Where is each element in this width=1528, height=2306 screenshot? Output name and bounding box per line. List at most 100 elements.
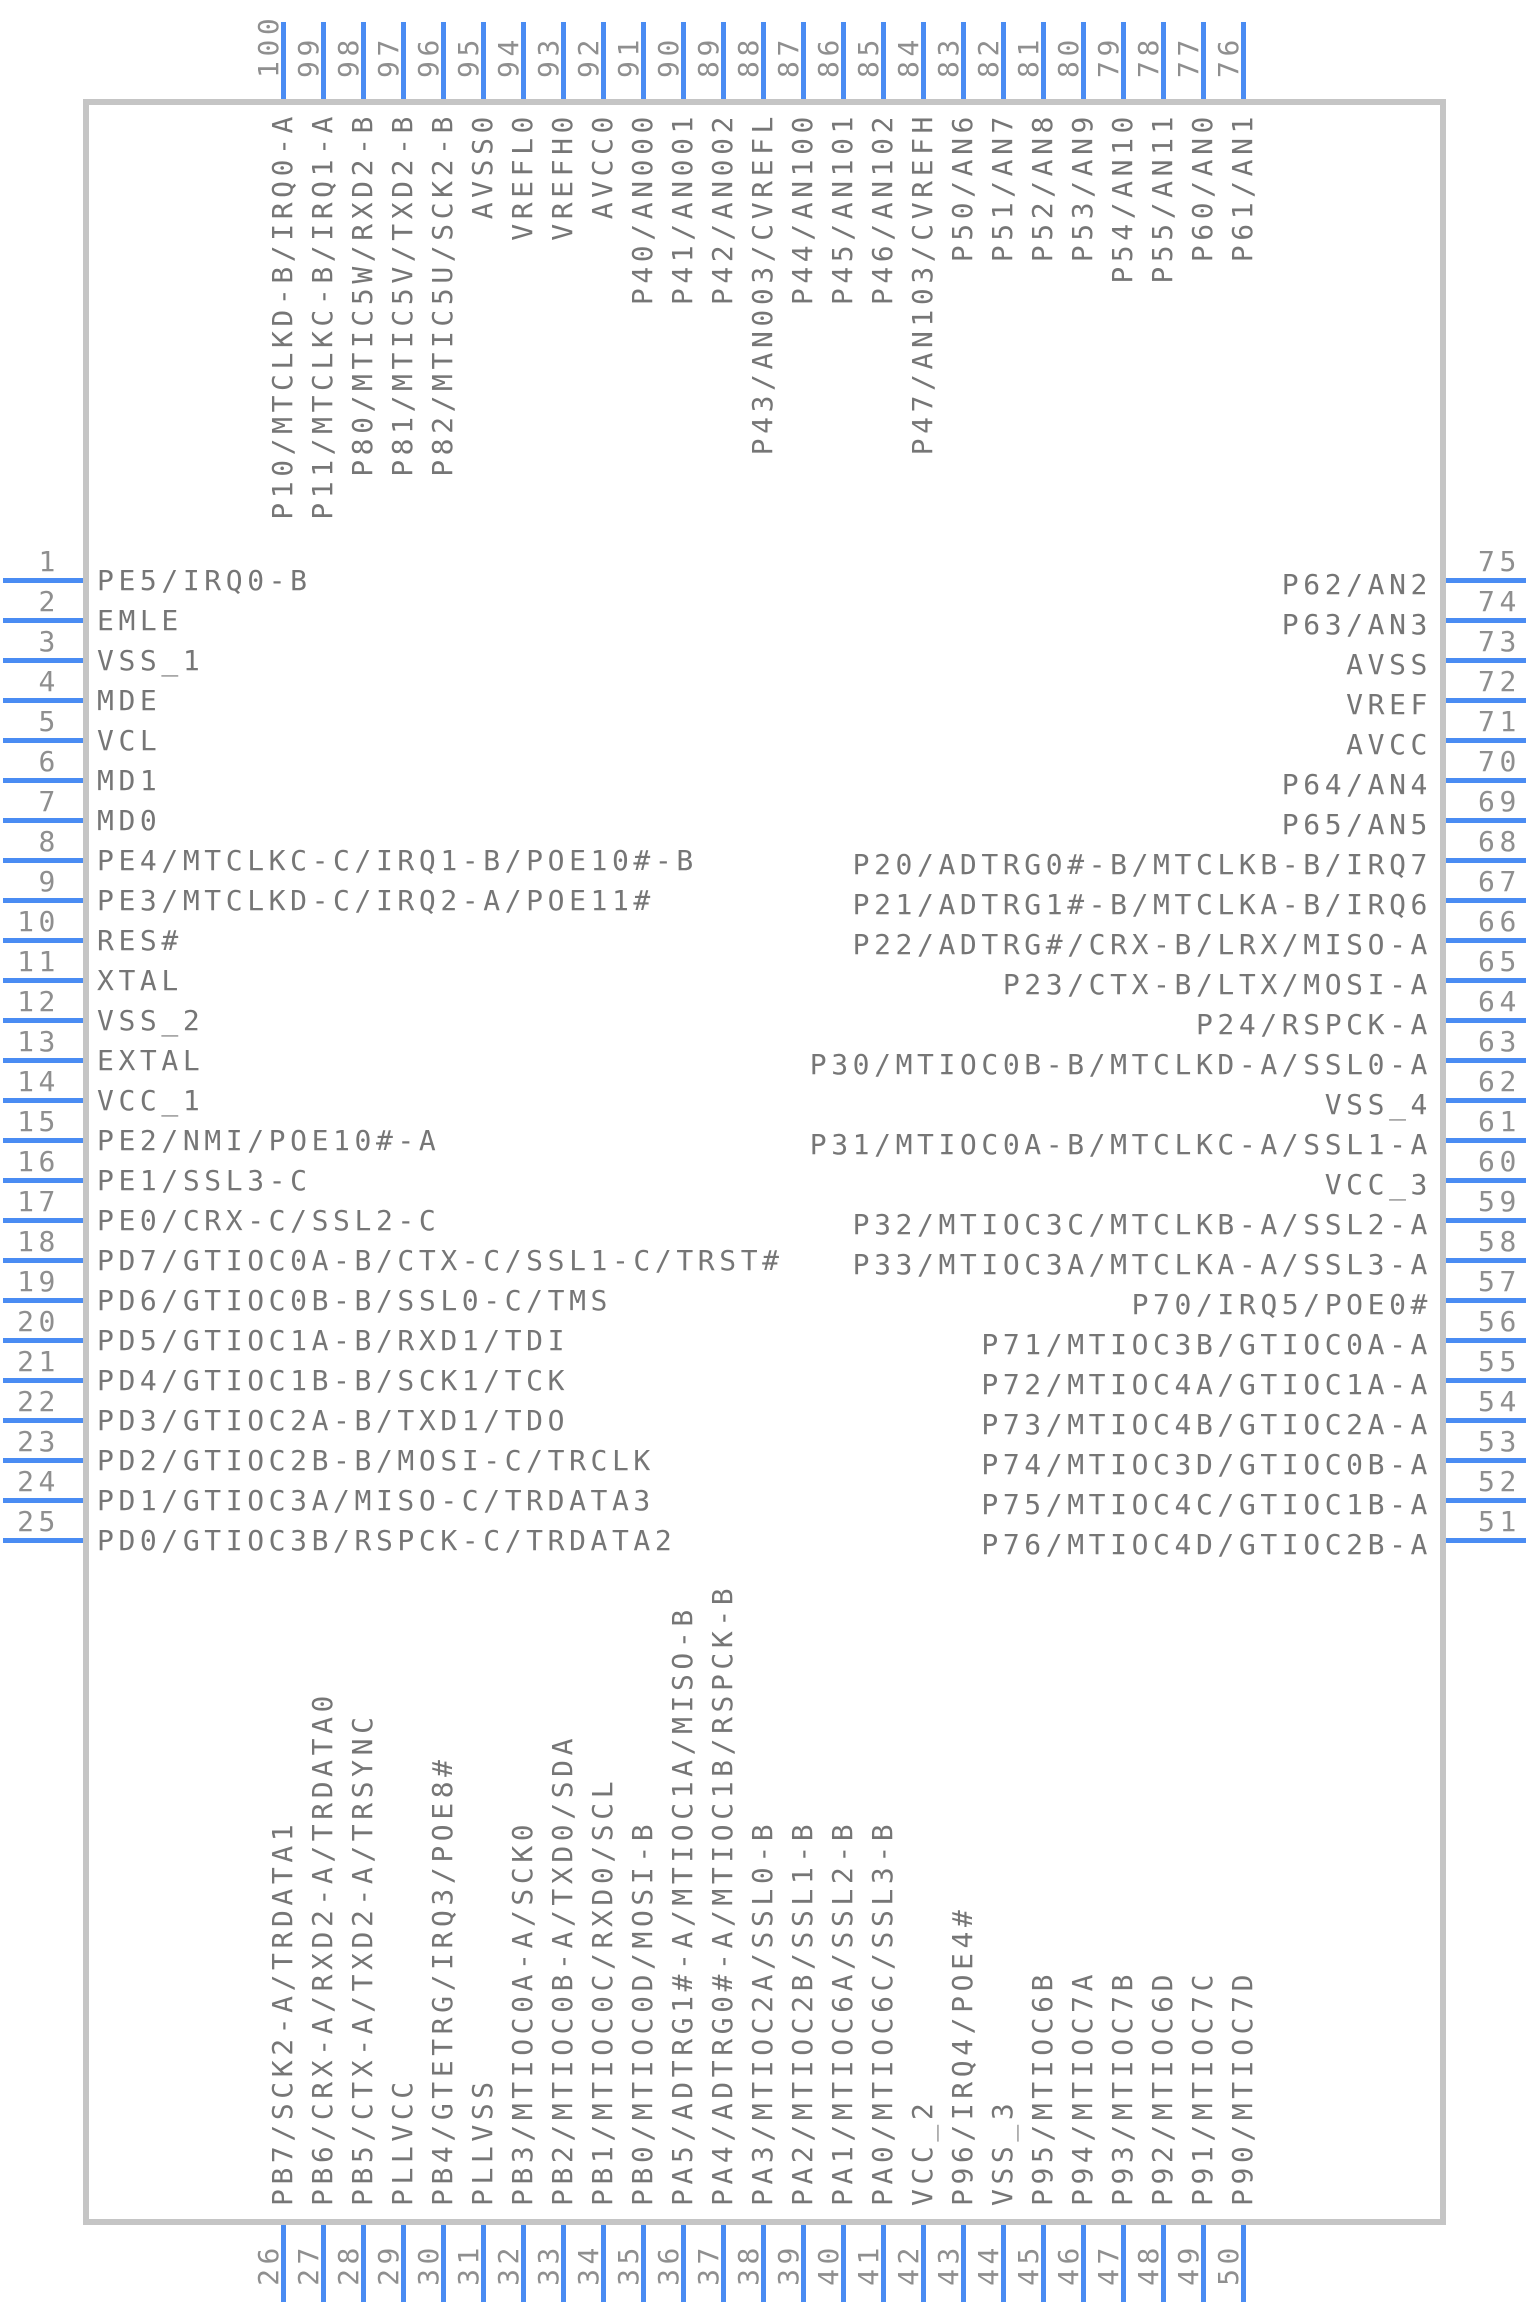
pin-line-85 (881, 22, 886, 99)
pin-number-67: 67 (1478, 865, 1521, 898)
pin-label-97-text: P81/MTIC5V/TXD2-B (386, 112, 419, 477)
pin-line-59 (1446, 1218, 1526, 1223)
pin-line-17 (3, 1218, 83, 1223)
pin-number-92-text: 92 (572, 35, 605, 78)
pin-label-15: PE2/NMI/POE10#-A (97, 1124, 441, 1157)
pin-number-79-text: 79 (1092, 35, 1125, 78)
pin-line-12 (3, 1018, 83, 1023)
pin-line-100 (281, 22, 286, 99)
pin-line-67 (1446, 898, 1526, 903)
pin-label-56: P71/MTIOC3B/GTIOC0A-A (981, 1328, 1432, 1361)
pin-number-40-text: 40 (812, 2243, 845, 2286)
pin-line-88 (761, 22, 766, 99)
pin-label-47-text: P93/MTIOC7B (1106, 1969, 1139, 2206)
pin-label-88-text: P43/AN003/CVREFL (746, 112, 779, 456)
pin-line-92 (601, 22, 606, 99)
pin-number-22: 22 (17, 1385, 60, 1418)
pin-label-71: AVCC (1346, 728, 1432, 761)
pin-line-1 (3, 578, 83, 583)
pin-label-50-text: P90/MTIOC7D (1226, 1969, 1259, 2206)
pin-label-64: P24/RSPCK-A (1195, 1008, 1432, 1041)
pin-label-26-text: PB7/SCK2-A/TRDATA1 (266, 1819, 299, 2206)
pin-line-50 (1241, 2225, 1246, 2302)
pin-label-77-text: P60/AN0 (1186, 112, 1219, 263)
pin-number-17: 17 (17, 1185, 60, 1218)
pin-number-71: 71 (1478, 705, 1521, 738)
pin-number-39-text: 39 (772, 2243, 805, 2286)
pin-number-7: 7 (38, 785, 60, 818)
pin-number-98-text: 98 (332, 35, 365, 78)
pin-label-23: PD2/GTIOC2B-B/MOSI-C/TRCLK (97, 1444, 655, 1477)
pin-line-28 (361, 2225, 366, 2302)
pin-line-21 (3, 1378, 83, 1383)
pin-line-4 (3, 698, 83, 703)
pin-line-22 (3, 1418, 83, 1423)
pin-line-73 (1446, 658, 1526, 663)
pin-label-83-text: P50/AN6 (946, 112, 979, 263)
pin-line-6 (3, 778, 83, 783)
pin-label-4: MDE (97, 684, 162, 717)
pin-label-59: P32/MTIOC3C/MTCLKB-A/SSL2-A (852, 1208, 1432, 1241)
pin-line-41 (881, 2225, 886, 2302)
pin-label-17: PE0/CRX-C/SSL2-C (97, 1204, 441, 1237)
pin-line-54 (1446, 1418, 1526, 1423)
pin-number-24: 24 (17, 1465, 60, 1498)
pin-label-16: PE1/SSL3-C (97, 1164, 312, 1197)
pin-line-16 (3, 1178, 83, 1183)
pin-line-76 (1241, 22, 1246, 99)
pin-label-51: P76/MTIOC4D/GTIOC2B-A (981, 1528, 1432, 1561)
pin-number-6: 6 (38, 745, 60, 778)
pin-line-37 (721, 2225, 726, 2302)
pin-number-85-text: 85 (852, 35, 885, 78)
pin-number-95-text: 95 (452, 35, 485, 78)
pin-line-34 (601, 2225, 606, 2302)
pin-number-35-text: 35 (612, 2243, 645, 2286)
pin-number-94-text: 94 (492, 35, 525, 78)
pin-label-36-text: PA5/ADTRG1#-A/MTIOC1A/MISO-B (666, 1605, 699, 2206)
pin-number-91-text: 91 (612, 35, 645, 78)
pin-line-84 (921, 22, 926, 99)
pin-label-43-text: P96/IRQ4/POE4# (946, 1905, 979, 2206)
pin-number-90-text: 90 (652, 35, 685, 78)
pin-number-97-text: 97 (372, 35, 405, 78)
pin-line-26 (281, 2225, 286, 2302)
pin-label-87-text: P44/AN100 (786, 112, 819, 306)
pin-label-57: P70/IRQ5/POE0# (1131, 1288, 1432, 1321)
pin-number-42-text: 42 (892, 2243, 925, 2286)
pin-line-71 (1446, 738, 1526, 743)
pin-number-46-text: 46 (1052, 2243, 1085, 2286)
pin-line-46 (1081, 2225, 1086, 2302)
pin-line-58 (1446, 1258, 1526, 1263)
pin-number-25: 25 (17, 1505, 60, 1538)
pin-label-45-text: P95/MTIOC6B (1026, 1969, 1059, 2206)
pin-line-29 (401, 2225, 406, 2302)
pin-label-95-text: AVSS0 (466, 112, 499, 220)
pin-number-18: 18 (17, 1225, 60, 1258)
pin-number-93-text: 93 (532, 35, 565, 78)
pin-label-75: P62/AN2 (1281, 568, 1432, 601)
chip-body (83, 99, 1446, 2225)
pin-label-14: VCC_1 (97, 1084, 205, 1117)
pin-label-90-text: P41/AN001 (666, 112, 699, 306)
pin-line-7 (3, 818, 83, 823)
pin-number-43-text: 43 (932, 2243, 965, 2286)
pin-line-43 (961, 2225, 966, 2302)
pin-number-15: 15 (17, 1105, 60, 1138)
pin-number-57: 57 (1478, 1265, 1521, 1298)
pin-label-29-text: PLLVCC (386, 2077, 419, 2206)
pin-label-1: PE5/IRQ0-B (97, 564, 312, 597)
pin-line-25 (3, 1538, 83, 1543)
pin-number-53: 53 (1478, 1425, 1521, 1458)
pin-line-39 (801, 2225, 806, 2302)
pin-line-5 (3, 738, 83, 743)
pin-line-14 (3, 1098, 83, 1103)
pin-line-63 (1446, 1058, 1526, 1063)
pin-label-80-text: P53/AN9 (1066, 112, 1099, 263)
pin-number-68: 68 (1478, 825, 1521, 858)
pin-line-15 (3, 1138, 83, 1143)
pin-label-6: MD1 (97, 764, 162, 797)
pin-label-33-text: PB2/MTIOC0B-A/TXD0/SDA (546, 1733, 579, 2206)
pin-line-65 (1446, 978, 1526, 983)
pin-label-94-text: VREFL0 (506, 112, 539, 241)
